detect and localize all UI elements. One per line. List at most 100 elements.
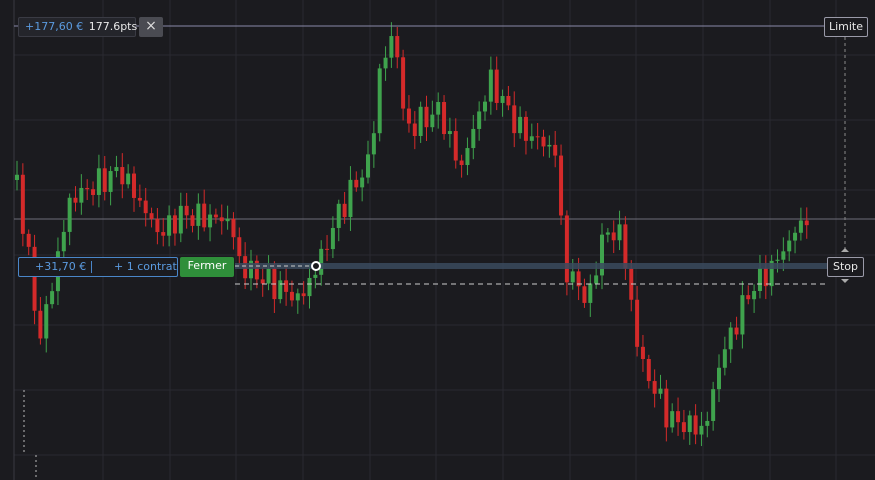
candle-body bbox=[518, 116, 523, 134]
candle-body bbox=[453, 131, 458, 161]
candle-body bbox=[535, 136, 540, 138]
candle-body bbox=[196, 203, 201, 226]
candle-body bbox=[289, 291, 294, 301]
candle-body bbox=[523, 116, 528, 141]
candle-body bbox=[594, 275, 599, 284]
close-position-button[interactable]: Fermer bbox=[180, 257, 234, 277]
candle-body bbox=[149, 213, 154, 219]
stop-label[interactable]: Stop bbox=[827, 257, 864, 277]
candle-body bbox=[371, 133, 376, 155]
candle-body bbox=[225, 218, 230, 222]
candle-body bbox=[184, 205, 189, 216]
candle-body bbox=[728, 327, 733, 350]
profit-points: 177.6pts bbox=[88, 20, 138, 33]
candle-body bbox=[395, 36, 400, 58]
candle-body bbox=[172, 215, 177, 234]
position-band bbox=[235, 263, 827, 269]
position-size: + 1 contrat bbox=[114, 260, 177, 273]
candle-body bbox=[167, 215, 172, 236]
candle-body bbox=[237, 237, 242, 257]
candle-body bbox=[582, 286, 587, 303]
candle-body bbox=[553, 144, 558, 156]
candle-body bbox=[360, 177, 365, 188]
candle-body bbox=[652, 381, 657, 394]
candle-body bbox=[73, 197, 78, 203]
candle-body bbox=[588, 283, 593, 303]
candle-body bbox=[670, 411, 675, 428]
candle-body bbox=[600, 234, 604, 276]
candle-body bbox=[377, 68, 382, 134]
candle-body bbox=[348, 179, 353, 218]
candle-body bbox=[213, 214, 218, 218]
candle-body bbox=[50, 291, 55, 305]
candle-body bbox=[529, 136, 534, 141]
candle-body bbox=[137, 197, 142, 201]
candle-body bbox=[746, 295, 751, 300]
candle-body bbox=[605, 232, 610, 235]
candle-body bbox=[640, 346, 645, 360]
candle-body bbox=[436, 102, 441, 115]
candle-body bbox=[67, 197, 72, 232]
candle-body bbox=[325, 248, 330, 250]
candle-body bbox=[717, 367, 721, 390]
candle-body bbox=[681, 422, 686, 433]
candle-body bbox=[178, 205, 183, 234]
candle-body bbox=[541, 136, 546, 147]
candle-body bbox=[260, 279, 265, 284]
candle-body bbox=[483, 101, 487, 112]
candle-body bbox=[576, 271, 581, 287]
candle-body bbox=[798, 220, 803, 233]
candle-body bbox=[559, 155, 564, 216]
candle-body bbox=[623, 224, 628, 269]
candle-body bbox=[91, 189, 96, 195]
candle-body bbox=[676, 411, 681, 423]
candle-body bbox=[459, 160, 464, 166]
candle-body bbox=[219, 217, 224, 222]
candle-body bbox=[740, 295, 745, 335]
candle-body bbox=[442, 102, 447, 135]
candle-body bbox=[506, 95, 511, 106]
candle-body bbox=[231, 218, 236, 238]
candle-body bbox=[722, 349, 727, 368]
candle-body bbox=[793, 232, 798, 241]
close-target-button[interactable]: × bbox=[139, 17, 163, 37]
candle-body bbox=[804, 220, 809, 226]
candle-body bbox=[635, 299, 640, 347]
candle-body bbox=[96, 168, 101, 195]
candle-body bbox=[354, 179, 359, 188]
candle-body bbox=[711, 389, 716, 421]
candle-body bbox=[471, 128, 476, 149]
limit-label[interactable]: Limite bbox=[824, 17, 868, 37]
candle-body bbox=[132, 173, 136, 198]
position-badge: +31,70 € + 1 contrat bbox=[18, 257, 178, 277]
profit-badge: +177,60 € 177.6pts bbox=[18, 17, 138, 37]
candle-body bbox=[120, 167, 125, 185]
candle-body bbox=[781, 251, 786, 260]
candle-body bbox=[307, 277, 312, 297]
candle-body bbox=[143, 200, 148, 214]
candle-body bbox=[114, 167, 119, 172]
candle-body bbox=[477, 111, 482, 129]
candle-body bbox=[295, 293, 300, 301]
candle-body bbox=[412, 123, 417, 137]
candle-body bbox=[313, 274, 318, 278]
candle-body bbox=[763, 268, 768, 287]
candle-body bbox=[705, 420, 710, 426]
candle-body bbox=[611, 232, 616, 241]
candle-body bbox=[266, 268, 271, 284]
candle-body bbox=[699, 425, 704, 435]
candle-body bbox=[15, 174, 19, 180]
candle-body bbox=[366, 154, 370, 178]
candle-body bbox=[775, 259, 780, 261]
candle-body bbox=[20, 174, 25, 234]
candle-body bbox=[646, 359, 651, 382]
candle-body bbox=[254, 260, 259, 280]
position-pnl: +31,70 € bbox=[35, 260, 87, 273]
candle-body bbox=[44, 304, 49, 339]
candle-body bbox=[26, 233, 31, 247]
candle-body bbox=[342, 203, 347, 218]
candle-body bbox=[155, 218, 160, 233]
candle-body bbox=[547, 144, 552, 147]
